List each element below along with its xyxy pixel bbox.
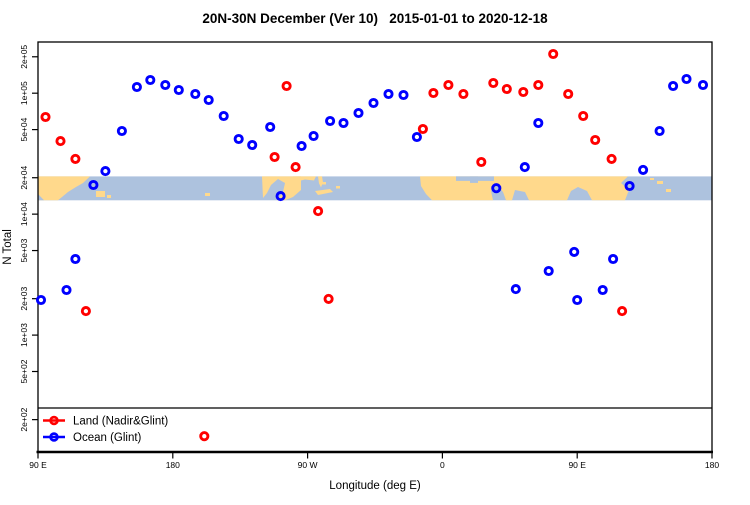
ocean-points (35, 73, 709, 306)
ocean-point (70, 253, 81, 265)
ocean-point (131, 81, 142, 93)
land-point (199, 431, 210, 442)
ocean-point (275, 191, 286, 202)
y-axis-label: N Total (2, 229, 14, 265)
land-point (533, 79, 544, 91)
ocean-point (218, 110, 229, 122)
map-band-land (38, 176, 671, 201)
ocean-point (572, 294, 583, 306)
ocean-point (638, 164, 649, 175)
land-point (563, 88, 574, 100)
ocean-point (296, 140, 307, 152)
land-point (269, 151, 280, 163)
ocean-point (519, 162, 530, 173)
ocean-point (160, 79, 171, 91)
land-point (476, 156, 487, 168)
legend-marker (49, 432, 59, 442)
x-tick-label: 180 (166, 460, 180, 470)
land-point (323, 293, 334, 304)
land-point (290, 162, 301, 173)
ocean-point (145, 74, 156, 86)
ocean-point (203, 94, 214, 106)
x-axis-label: Longitude (deg E) (329, 480, 421, 492)
ocean-point (608, 253, 619, 265)
ocean-point (190, 88, 201, 100)
x-tick-label: 90 E (29, 460, 47, 470)
y-tick-label: 5e+02 (19, 359, 29, 383)
chart-title: 20N-30N December (Ver 10) 2015-01-01 to … (202, 11, 548, 26)
ocean-point (543, 265, 554, 277)
ocean-point (398, 89, 409, 101)
ocean-point (668, 80, 679, 92)
x-tick-label: 90 W (298, 460, 318, 470)
land-point (443, 79, 454, 91)
land-points (40, 48, 628, 442)
land-point (313, 206, 324, 217)
y-axis: 2e+05 1e+05 5e+04 2e+04 1e+04 5e+03 2e+03 1e+03… (19, 45, 38, 432)
legend-marker (49, 415, 59, 426)
ocean-point (654, 125, 665, 137)
y-tick-label: 5e+04 (19, 117, 29, 141)
y-tick-label: 1e+04 (19, 202, 29, 226)
ocean-point (491, 183, 502, 194)
ocean-point (325, 115, 336, 127)
ocean-point (308, 130, 319, 142)
land-point (488, 77, 499, 89)
y-tick-label: 1e+05 (19, 81, 29, 105)
land-point (428, 87, 439, 99)
land-point (606, 153, 617, 164)
ocean-point (247, 139, 258, 151)
y-tick-label: 1e+03 (19, 323, 29, 347)
land-point (55, 136, 66, 147)
ocean-point (681, 73, 692, 85)
land-point (417, 123, 428, 135)
ocean-point (533, 117, 544, 129)
y-tick-label: 5e+03 (19, 238, 29, 262)
ocean-point (368, 97, 379, 109)
map-band (38, 176, 712, 201)
y-tick-label: 2e+02 (19, 407, 29, 431)
land-point (281, 80, 292, 92)
land-point (548, 48, 559, 60)
ocean-point (383, 88, 394, 100)
ocean-point (173, 84, 184, 96)
ocean-point (569, 246, 580, 257)
x-tick-label: 0 (440, 460, 445, 470)
x-tick-label: 90 E (568, 460, 586, 470)
y-tick-label: 2e+04 (19, 166, 29, 190)
land-point (578, 110, 589, 122)
plot-frame (37, 41, 713, 453)
legend-label: Ocean (Glint) (73, 432, 142, 444)
ocean-point (100, 166, 111, 177)
ocean-point (624, 180, 635, 192)
ocean-point (88, 179, 99, 191)
ocean-point (697, 79, 709, 91)
x-tick-label: 180 (705, 460, 719, 470)
ocean-point (338, 117, 349, 129)
ocean-point (411, 131, 422, 143)
ocean-point (597, 284, 608, 296)
legend: Land (Nadir&Glint) Ocean (Glint) (43, 415, 168, 444)
land-point (80, 306, 91, 317)
ocean-point (510, 284, 521, 295)
y-tick-label: 2e+05 (19, 45, 29, 69)
land-point (40, 111, 51, 123)
ocean-point (265, 121, 276, 133)
ocean-point (35, 294, 47, 306)
land-point (590, 134, 601, 146)
land-point (518, 86, 529, 98)
ocean-point (116, 125, 127, 137)
x-axis: 90 E 180 90 W 0 90 E 180 (29, 453, 719, 470)
land-point (458, 88, 469, 100)
land-point (617, 306, 628, 317)
legend-label: Land (Nadir&Glint) (73, 416, 168, 428)
y-tick-label: 2e+03 (19, 286, 29, 310)
land-point (501, 83, 512, 95)
ocean-point (233, 133, 244, 145)
ocean-point (353, 107, 364, 119)
ocean-point (61, 284, 72, 296)
land-point (70, 153, 81, 164)
